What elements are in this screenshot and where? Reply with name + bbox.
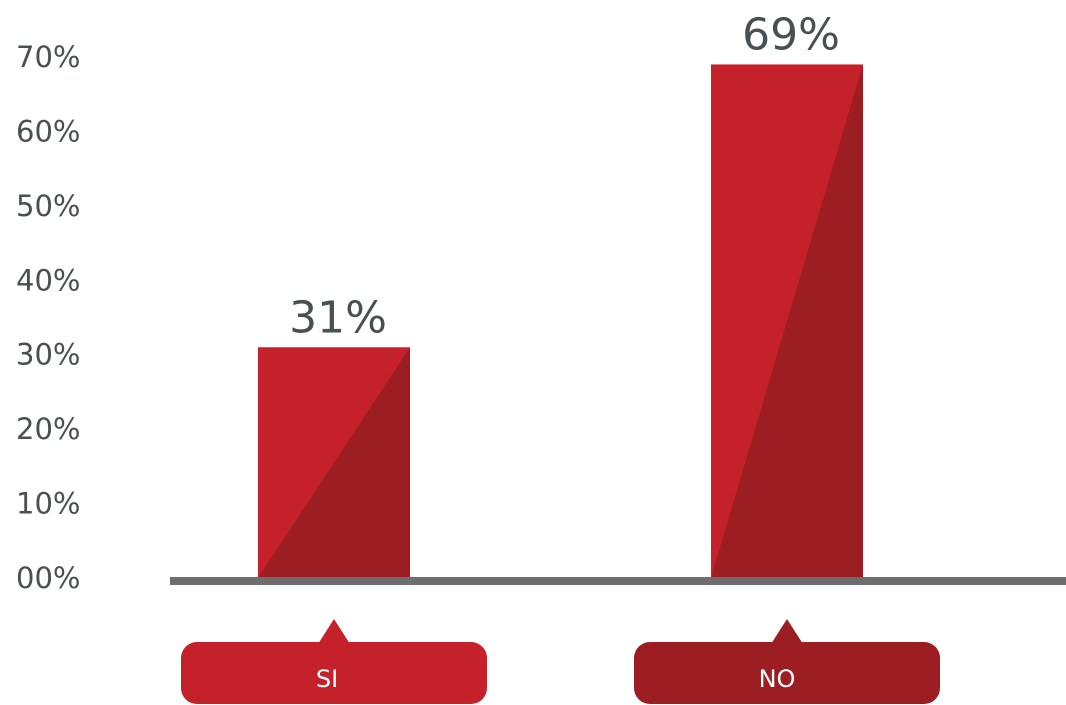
- bar-shade: [258, 347, 410, 578]
- y-tick-label: 60%: [16, 114, 80, 148]
- y-tick-label: 70%: [16, 40, 80, 74]
- category-tag-pointer: [771, 619, 803, 644]
- y-tick-label: 30%: [16, 338, 80, 372]
- category-tag-pointer: [318, 619, 350, 644]
- bar-shade: [711, 64, 863, 578]
- bars: [258, 64, 863, 578]
- category-label: SI: [316, 665, 338, 693]
- data-labels: 31% 69%: [289, 9, 840, 343]
- y-tick-label: 20%: [16, 412, 80, 446]
- category-tag: NO: [634, 619, 940, 704]
- data-label: 31%: [289, 292, 387, 343]
- y-tick-label: 00%: [16, 561, 80, 595]
- y-axis-ticks: 00% 10% 20% 30% 40% 50% 60% 70%: [16, 40, 80, 595]
- y-tick-label: 40%: [16, 263, 80, 297]
- data-label: 69%: [742, 9, 840, 60]
- y-tick-label: 10%: [16, 487, 80, 521]
- category-tag-box: [181, 642, 487, 704]
- category-tags: SI NO: [181, 619, 940, 704]
- category-tag: SI: [181, 619, 487, 704]
- category-label: NO: [759, 665, 796, 693]
- category-tag-box: [634, 642, 940, 704]
- y-tick-label: 50%: [16, 189, 80, 223]
